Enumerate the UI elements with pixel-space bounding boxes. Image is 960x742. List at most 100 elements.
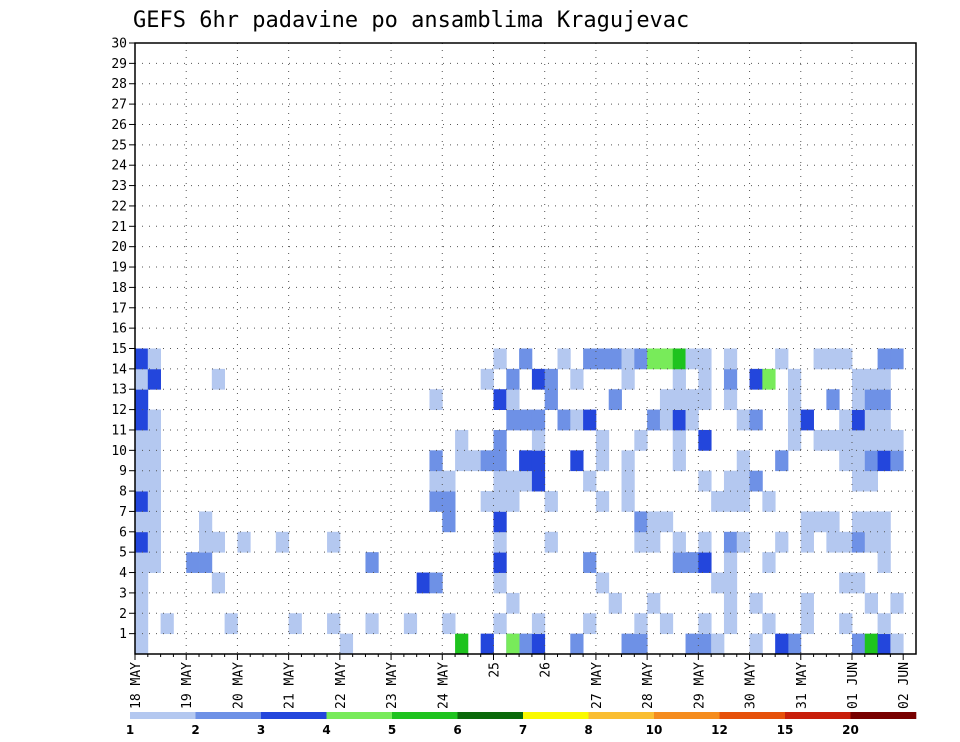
- y-tick-label: 6: [119, 525, 127, 540]
- precip-cell: [531, 633, 546, 655]
- precip-cell: [839, 348, 853, 370]
- y-tick-label: 25: [111, 138, 127, 153]
- precip-cell: [135, 409, 149, 431]
- precip-cell: [851, 450, 866, 472]
- precip-cell: [621, 368, 635, 390]
- precip-cell: [787, 429, 802, 451]
- y-tick-label: 28: [111, 77, 127, 92]
- colorbar-swatch: [523, 712, 589, 719]
- precip-cell: [672, 429, 686, 451]
- precip-cell: [237, 531, 251, 553]
- precip-cell: [647, 511, 661, 533]
- precip-cell: [519, 450, 533, 472]
- precip-cell: [723, 552, 738, 573]
- y-tick-label: 19: [111, 261, 127, 276]
- precip-cell: [135, 491, 149, 512]
- precip-cell: [659, 389, 674, 410]
- colorbar-label: 12: [711, 723, 728, 737]
- precip-cell: [826, 389, 840, 410]
- precip-cell: [685, 348, 699, 370]
- precip-cell: [736, 450, 750, 472]
- precip-cell: [864, 389, 878, 410]
- precip-cell: [493, 572, 507, 594]
- precip-cell: [211, 531, 226, 553]
- precip-cell: [736, 470, 750, 492]
- y-tick-label: 7: [119, 505, 127, 520]
- precip-cell: [787, 633, 802, 655]
- precip-cell: [224, 613, 238, 635]
- precip-cell: [429, 491, 443, 512]
- precip-cell: [147, 450, 162, 472]
- precip-cell: [147, 429, 162, 451]
- precip-cell: [762, 613, 776, 635]
- precip-cell: [455, 633, 469, 655]
- precip-cell: [570, 450, 584, 472]
- precip-cell: [493, 450, 507, 472]
- precip-cell: [519, 348, 533, 370]
- colorbar-label: 15: [777, 723, 794, 737]
- precip-cell: [698, 633, 712, 655]
- colorbar-label: 5: [388, 723, 396, 737]
- x-tick-label: 01 JUN: [846, 662, 861, 709]
- precip-cell: [723, 368, 738, 390]
- precip-cell: [749, 368, 763, 390]
- precip-cell: [659, 348, 674, 370]
- precip-cell: [826, 429, 840, 451]
- precip-cell: [583, 470, 597, 492]
- precip-cell: [723, 531, 738, 553]
- precip-cell: [647, 592, 661, 614]
- colorbar-swatch: [654, 712, 720, 719]
- precip-cell: [749, 409, 763, 431]
- colorbar-swatch: [326, 712, 393, 719]
- precip-cell: [826, 511, 840, 533]
- y-axis: 1234567891011121314151617181920212223242…: [111, 37, 135, 642]
- precip-cell: [595, 450, 610, 472]
- precip-cell: [570, 368, 584, 390]
- y-tick-label: 10: [111, 444, 127, 459]
- y-tick-label: 29: [111, 57, 127, 72]
- y-tick-label: 26: [111, 118, 127, 133]
- colorbar-swatch: [195, 712, 262, 719]
- x-tick-label: 18 MAY: [129, 662, 144, 709]
- precip-cell: [147, 552, 162, 573]
- y-tick-label: 21: [111, 220, 127, 235]
- y-tick-label: 3: [119, 586, 127, 601]
- x-tick-label: 20 MAY: [231, 662, 246, 709]
- precip-cell: [864, 470, 878, 492]
- y-tick-label: 17: [111, 301, 127, 316]
- precip-cell: [544, 491, 558, 512]
- precip-cell: [365, 613, 379, 635]
- precip-cell: [736, 409, 750, 431]
- precip-cell: [890, 592, 904, 614]
- precip-cell: [519, 470, 533, 492]
- precip-cell: [659, 511, 674, 533]
- precip-cell: [851, 368, 866, 390]
- precip-cell: [135, 531, 149, 553]
- precip-cell: [851, 470, 866, 492]
- precip-cell: [723, 491, 738, 512]
- precip-cell: [711, 572, 725, 594]
- precip-cell: [506, 491, 520, 512]
- precip-cell: [135, 613, 149, 635]
- y-tick-label: 20: [111, 240, 127, 255]
- y-tick-label: 14: [111, 362, 127, 377]
- precip-cell: [723, 592, 738, 614]
- precip-cell: [455, 429, 469, 451]
- precip-cell: [455, 450, 469, 472]
- precip-cell: [570, 409, 584, 431]
- precip-cell: [557, 348, 571, 370]
- precip-cell: [135, 348, 149, 370]
- colorbar-label: 6: [453, 723, 461, 737]
- precip-cell: [506, 389, 520, 410]
- y-tick-label: 8: [119, 485, 127, 500]
- precip-cell: [621, 633, 635, 655]
- precip-cell: [839, 531, 853, 553]
- precip-cell: [659, 409, 674, 431]
- precip-cell: [723, 470, 738, 492]
- heatmap-cells: [135, 348, 904, 655]
- y-tick-label: 18: [111, 281, 127, 296]
- y-tick-label: 22: [111, 199, 127, 214]
- precip-cell: [877, 389, 891, 410]
- y-tick-label: 1: [119, 627, 127, 642]
- y-tick-label: 9: [119, 464, 127, 479]
